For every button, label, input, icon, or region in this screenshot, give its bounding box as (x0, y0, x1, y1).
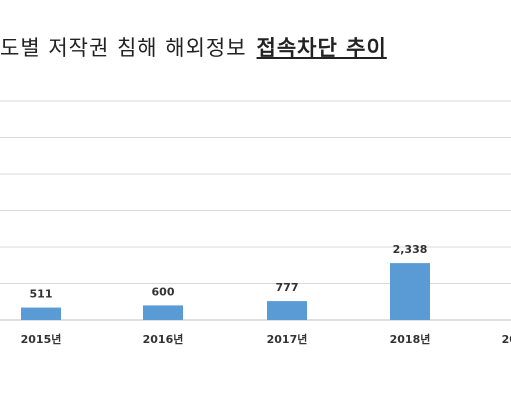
chart-title-emphasis: 접속차단 추이 (256, 36, 387, 60)
category-label: 2015년 (21, 332, 62, 346)
category-label: 2017년 (267, 332, 308, 346)
bar (267, 301, 307, 320)
data-label: 600 (152, 285, 175, 298)
data-label: 2,338 (393, 243, 428, 256)
data-label: 777 (276, 281, 299, 294)
bar (143, 305, 183, 320)
chart-title: 도별 저작권 침해 해외정보 접속차단 추이 (0, 32, 387, 62)
chart-title-prefix: 도별 저작권 침해 해외정보 (0, 36, 247, 60)
category-label: 2016년 (143, 332, 184, 346)
data-label: 511 (30, 288, 53, 301)
bar (390, 263, 430, 320)
bar (21, 307, 61, 320)
category-label: 2019년 (502, 332, 511, 346)
category-label: 2018년 (390, 332, 431, 346)
